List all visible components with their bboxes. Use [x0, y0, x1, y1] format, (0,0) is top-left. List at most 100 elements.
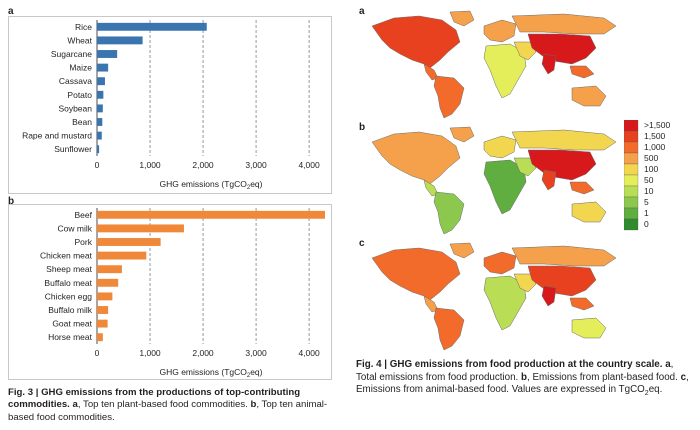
legend-swatch [623, 141, 639, 154]
bar [97, 50, 118, 58]
category-label: Pork [75, 237, 93, 247]
country-region-india [541, 169, 557, 191]
bar [97, 104, 103, 113]
country-region-southAmerica [433, 75, 465, 119]
fig3-chart-a: 0 1,000 2,000 3,000 4,000 Rice Wheat Sugarcane M… [22, 20, 320, 191]
country-region-seAsia [569, 181, 595, 195]
bar [97, 90, 104, 99]
country-region-europe [483, 19, 517, 43]
category-label: Wheat [67, 35, 92, 45]
legend-swatch [623, 152, 639, 165]
legend-swatch [623, 119, 639, 132]
fig3-caption-title: Fig. 3 | GHG emissions from the producti… [8, 387, 301, 411]
category-label: Potato [67, 90, 92, 100]
category-label: Chicken meat [40, 251, 93, 261]
legend-swatch [623, 207, 639, 220]
country-region-centralAmerica [423, 295, 439, 313]
bar [97, 145, 100, 154]
fig3-caption-a-text: , Top ten plant-based food commodities. [77, 399, 248, 411]
bar [97, 319, 108, 328]
country-region-southAmerica [433, 191, 465, 235]
fig3-panel-b-label: b [8, 196, 15, 207]
legend-label: 1,000 [644, 142, 666, 152]
legend-swatch [623, 185, 639, 198]
bar [97, 224, 184, 233]
country-region-centralAmerica [423, 63, 439, 81]
country-region-northAmerica [371, 131, 461, 185]
fig3-caption-a-letter: a [72, 399, 78, 411]
country-region-greenland [449, 242, 475, 259]
bar [97, 36, 143, 45]
category-label: Rice [75, 22, 92, 32]
category-label: Beef [75, 210, 93, 220]
fig4-caption-title: Fig. 4 | GHG emissions from food product… [356, 359, 663, 370]
country-region-asia [527, 33, 597, 65]
country-region-greenland [449, 10, 475, 27]
category-label: Sheep meat [46, 264, 92, 274]
country-region-australia [571, 201, 607, 223]
fig3-panel-a-label: a [8, 6, 14, 17]
fig4-caption-c-end: eq. [648, 384, 663, 396]
fig3-chart-a-frame: 0 1,000 2,000 3,000 4,000 Rice Wheat Sugarcane M… [8, 16, 332, 194]
x-tick-label: 1,000 [139, 348, 161, 358]
category-label: Cassava [59, 76, 92, 86]
country-region-middleEast [513, 41, 537, 61]
category-label: Goat meat [52, 319, 92, 329]
fig3-caption-b-letter: b [250, 399, 257, 411]
country-region-middleEast [513, 157, 537, 177]
bar [97, 22, 207, 31]
category-label: Sunflower [54, 144, 92, 154]
category-label: Horse meat [48, 332, 93, 342]
bar [97, 118, 103, 126]
bar [97, 210, 325, 219]
country-region-northAmerica [371, 15, 461, 69]
bar [97, 238, 161, 246]
bar [97, 63, 109, 72]
legend-label: 5 [644, 197, 649, 207]
fig4-caption-b-text: , Emissions from plant-based food. [527, 371, 678, 383]
fig4-panel-b-label: b [359, 122, 366, 133]
category-label: Chicken egg [45, 291, 93, 301]
fig3-chart-b: 0 1,000 2,000 3,000 4,000 Beef Cow milk Pork Chi… [40, 208, 325, 379]
legend-swatches: >1,500 1,500 1,000 500 100 50 10 5 1 0 [623, 119, 694, 245]
category-label: Rape and mustard [22, 131, 92, 141]
fig4-caption-c-sub: 2 [644, 390, 649, 398]
bar [97, 131, 102, 140]
bar [97, 265, 122, 274]
bar [97, 333, 103, 342]
category-label: Buffalo milk [48, 305, 93, 315]
bar [97, 292, 113, 301]
country-region-india [541, 53, 557, 75]
legend-swatch [623, 163, 639, 176]
x-tick-label: 3,000 [245, 160, 267, 170]
x-tick-label: 3,000 [245, 348, 267, 358]
legend-label: 10 [644, 186, 654, 196]
x-tick-label: 1,000 [139, 160, 161, 170]
world-map-total-emissions [371, 10, 617, 119]
category-label: Maize [69, 63, 92, 73]
x-tick-label: 0 [95, 160, 100, 170]
country-region-russia [511, 245, 617, 267]
country-region-europe [483, 251, 517, 275]
country-region-asia [527, 265, 597, 297]
country-region-russia [511, 129, 617, 151]
legend-label: 1,500 [644, 131, 666, 141]
legend-swatch [623, 174, 639, 187]
legend-swatch [623, 130, 639, 143]
fig4-caption-c-text: , Emissions from animal-based food. Valu… [356, 371, 689, 396]
country-region-centralAmerica [423, 179, 439, 197]
country-region-middleEast [513, 273, 537, 293]
country-region-russia [511, 13, 617, 35]
country-region-asia [527, 149, 597, 181]
country-region-seAsia [569, 65, 595, 79]
category-label: Cow milk [58, 223, 93, 233]
legend-label: 100 [644, 164, 658, 174]
legend-swatch [623, 218, 639, 231]
legend-label: 50 [644, 175, 654, 185]
x-axis-label: GHG emissions (TgCO2eq) [159, 367, 262, 379]
country-region-seAsia [569, 297, 595, 311]
category-label: Soybean [58, 103, 92, 113]
legend-label: 0 [644, 219, 649, 229]
world-map-animal-emissions [371, 242, 617, 351]
